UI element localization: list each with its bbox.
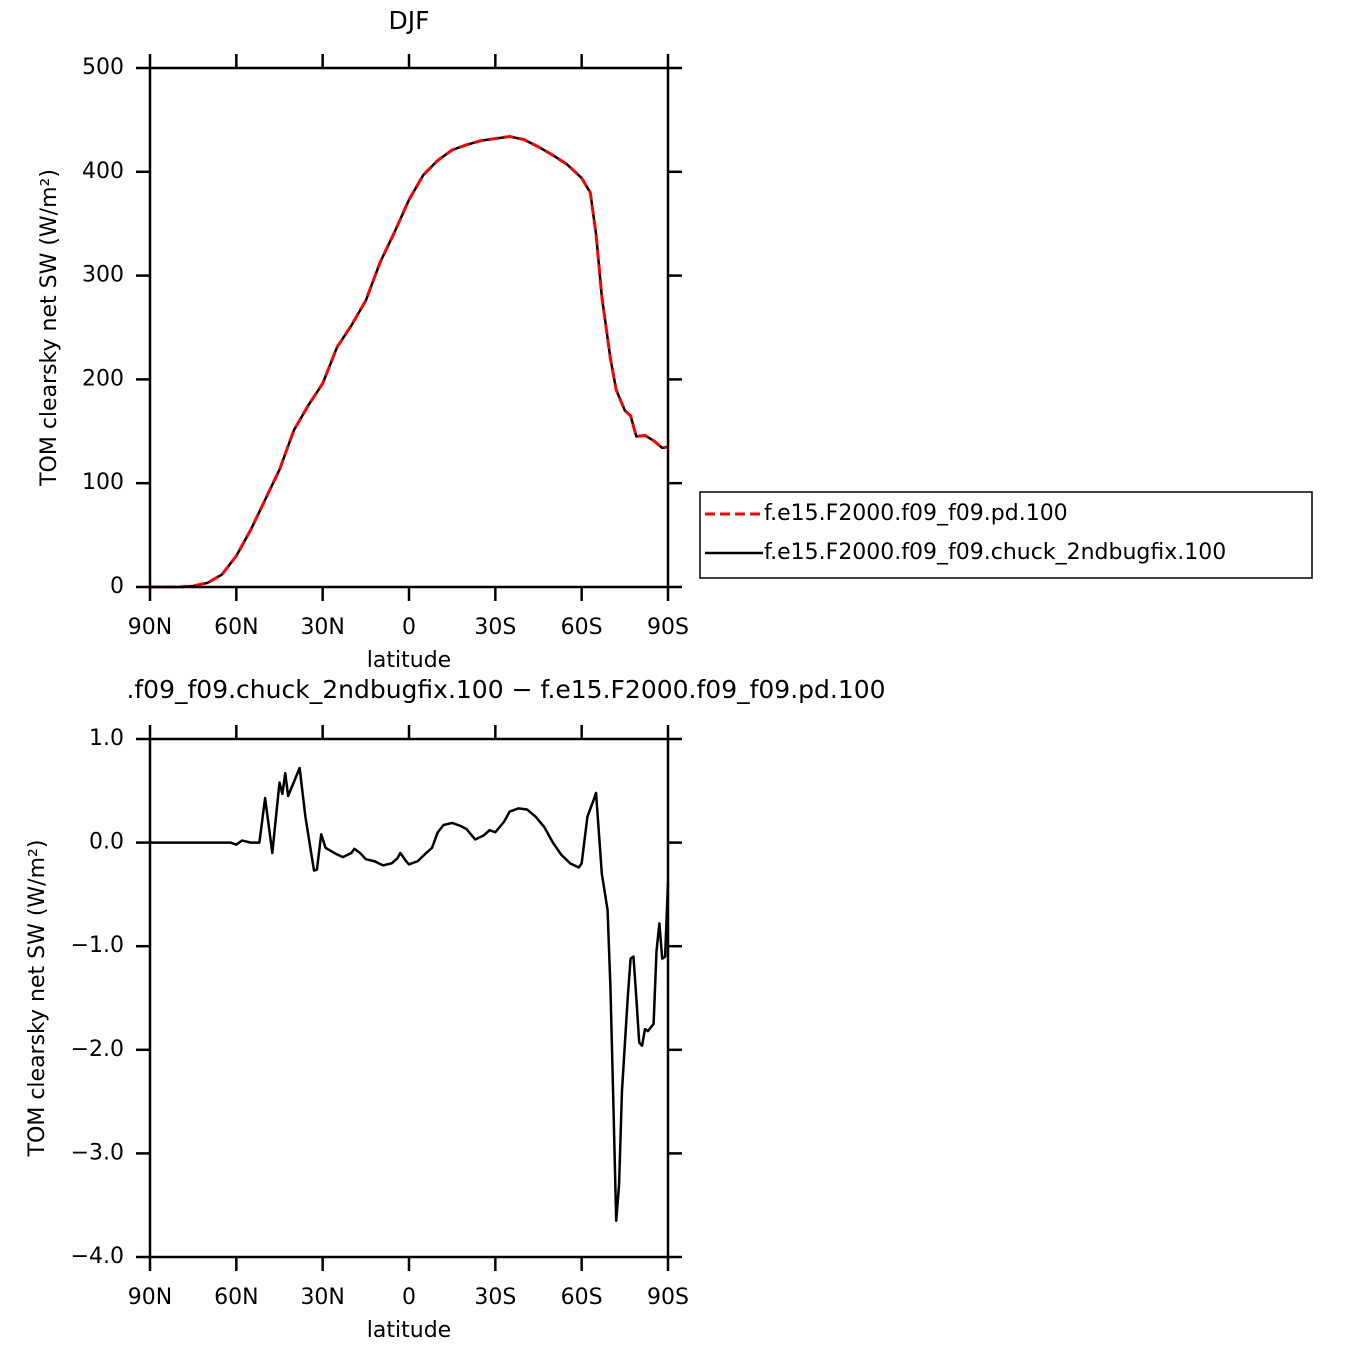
y-tick-label: −4.0: [71, 1244, 124, 1269]
x-axis-label: latitude: [367, 1318, 451, 1343]
x-tick-label: 0: [402, 615, 416, 640]
x-tick-label: 90S: [647, 1285, 689, 1310]
y-tick-label: −2.0: [71, 1037, 124, 1062]
x-tick-label: 90S: [647, 615, 689, 640]
x-tick-label: 30S: [474, 615, 516, 640]
x-tick-label: 30N: [300, 615, 344, 640]
y-axis-label: TOM clearsky net SW (W/m²): [25, 840, 50, 1158]
x-tick-label: 90N: [128, 615, 172, 640]
y-axis-label: TOM clearsky net SW (W/m²): [37, 169, 62, 487]
legend-label: f.e15.F2000.f09_f09.pd.100: [764, 501, 1068, 526]
y-tick-label: 500: [82, 55, 124, 80]
x-axis-label: latitude: [367, 648, 451, 673]
y-tick-label: −3.0: [71, 1140, 124, 1165]
y-tick-label: 100: [82, 470, 124, 495]
plot-frame: [148, 66, 670, 589]
x-tick-label: 60N: [214, 1285, 258, 1310]
y-tick-label: 0: [110, 574, 124, 599]
y-tick-label: −1.0: [71, 933, 124, 958]
y-tick-label: 400: [82, 159, 124, 184]
plot-frame: [148, 737, 670, 1259]
data-line: [150, 135, 669, 589]
legend-label: f.e15.F2000.f09_f09.chuck_2ndbugfix.100: [764, 540, 1226, 565]
y-tick-label: 200: [82, 366, 124, 391]
legend-box: [699, 491, 1313, 579]
chart-title: .f09_f09.chuck_2ndbugfix.100 − f.e15.F20…: [126, 675, 885, 704]
y-tick-label: 0.0: [89, 830, 124, 855]
data-line: [150, 135, 669, 589]
x-tick-label: 60S: [561, 615, 603, 640]
chart-title: DJF: [388, 6, 429, 35]
x-tick-label: 90N: [128, 1285, 172, 1310]
data-line: [150, 766, 670, 1222]
x-tick-label: 30N: [300, 1285, 344, 1310]
y-tick-label: 300: [82, 263, 124, 288]
x-tick-label: 60S: [561, 1285, 603, 1310]
x-tick-label: 30S: [474, 1285, 516, 1310]
x-tick-label: 0: [402, 1285, 416, 1310]
y-tick-label: 1.0: [89, 726, 124, 751]
x-tick-label: 60N: [214, 615, 258, 640]
